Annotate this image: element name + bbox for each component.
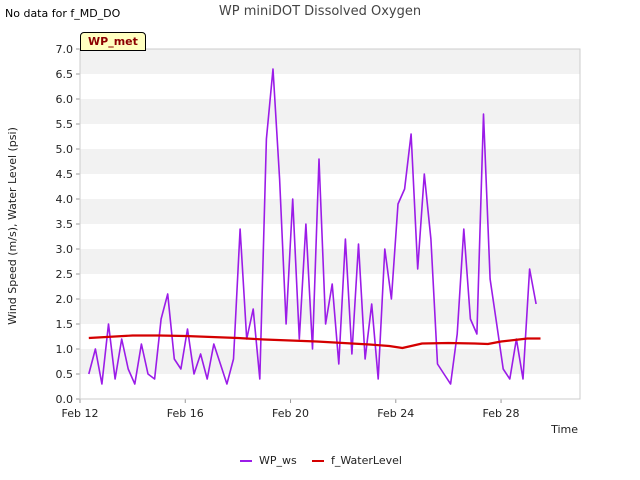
- y-tick-label: 5.5: [56, 118, 74, 131]
- x-tick-label: Feb 16: [167, 407, 204, 420]
- y-tick-label: 1.0: [56, 343, 74, 356]
- legend-label-ws: WP_ws: [259, 454, 297, 467]
- y-tick-label: 1.5: [56, 318, 74, 331]
- y-tick-label: 2.5: [56, 268, 74, 281]
- x-axis-label: Time: [550, 423, 578, 436]
- y-tick-label: 2.0: [56, 293, 74, 306]
- y-tick-label: 0.0: [56, 393, 74, 406]
- grid-band: [80, 249, 580, 274]
- grid-band: [80, 99, 580, 124]
- series-line-ws: [88, 68, 537, 385]
- chart-title: WP miniDOT Dissolved Oxygen: [219, 4, 421, 19]
- y-tick-label: 5.0: [56, 143, 74, 156]
- plot-frame: [79, 48, 581, 400]
- y-tick-label: 4.0: [56, 193, 74, 206]
- y-tick-label: 6.5: [56, 68, 74, 81]
- grid-band: [80, 124, 580, 149]
- grid-band: [80, 374, 580, 399]
- series-line-water-level: [88, 334, 541, 350]
- x-tick-label: Feb 24: [377, 407, 414, 420]
- y-tick-label: 7.0: [56, 43, 74, 56]
- legend-label-water: f_WaterLevel: [331, 454, 402, 467]
- grid-band: [80, 174, 580, 199]
- no-data-note: No data for f_MD_DO: [5, 7, 121, 20]
- x-tick-label: Feb 12: [62, 407, 99, 420]
- y-axis-label: Wind Speed (m/s), Water Level (psi): [6, 127, 19, 325]
- grid-band: [80, 299, 580, 324]
- x-tick-label: Feb 20: [272, 407, 309, 420]
- grid-band: [80, 49, 580, 74]
- grid-band: [80, 349, 580, 374]
- grid-band: [80, 149, 580, 174]
- x-tick-label: Feb 28: [483, 407, 520, 420]
- y-tick-label: 3.5: [56, 218, 74, 231]
- y-axis-ticks: 0.0 0.5 1.0 1.5 2.0 2.5 3.0 3.5 4.0 4.5 5.0 5.5 6.0 6…: [56, 43, 80, 406]
- grid-bands: [80, 49, 580, 399]
- series-lines: [88, 68, 541, 385]
- site-badge: WP_met: [80, 32, 146, 51]
- legend: WP_ws f_WaterLevel: [240, 454, 402, 467]
- y-tick-label: 4.5: [56, 168, 74, 181]
- y-tick-label: 3.0: [56, 243, 74, 256]
- grid-band: [80, 199, 580, 224]
- grid-band: [80, 74, 580, 99]
- y-tick-label: 0.5: [56, 368, 74, 381]
- x-axis-ticks: Feb 12 Feb 16 Feb 20 Feb 24 Feb 28: [62, 399, 520, 420]
- grid-band: [80, 224, 580, 249]
- y-tick-label: 6.0: [56, 93, 74, 106]
